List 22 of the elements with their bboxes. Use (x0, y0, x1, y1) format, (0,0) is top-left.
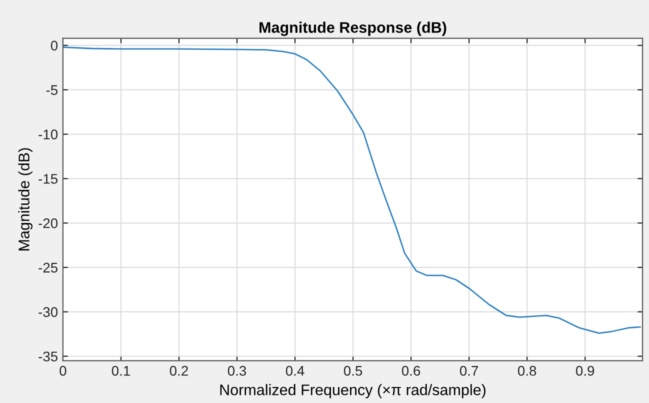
y-axis-title: Magnitude (dB) (18, 148, 32, 250)
x-tick-label: 0.1 (112, 366, 130, 376)
y-tick-label: -25 (38, 262, 58, 273)
y-tick-label: -30 (38, 307, 58, 318)
chart-title: Magnitude Response (dB) (260, 22, 446, 36)
x-tick-label: 0 (60, 366, 66, 376)
y-tick-label: -10 (38, 130, 58, 140)
y-tick-label: -35 (38, 352, 58, 362)
x-tick-label: 0.5 (344, 366, 362, 376)
x-tick-label: 0.8 (518, 366, 536, 376)
line-series (62, 46, 641, 334)
x-tick-label: 0.3 (228, 366, 246, 376)
x-tick-label: 0.9 (576, 366, 594, 376)
y-tick-label: -20 (38, 218, 58, 228)
x-tick-label: 0.7 (460, 366, 478, 376)
x-axis-title: Normalized Frequency (×π rad/sample) (220, 384, 486, 398)
x-tick-label: 0.2 (170, 366, 188, 376)
y-tick-label: 0 (50, 40, 58, 51)
y-tick-label: -5 (46, 85, 58, 95)
x-tick-label: 0.4 (286, 366, 304, 376)
y-tick-label: -15 (38, 174, 58, 184)
x-tick-label: 0.6 (402, 366, 420, 376)
